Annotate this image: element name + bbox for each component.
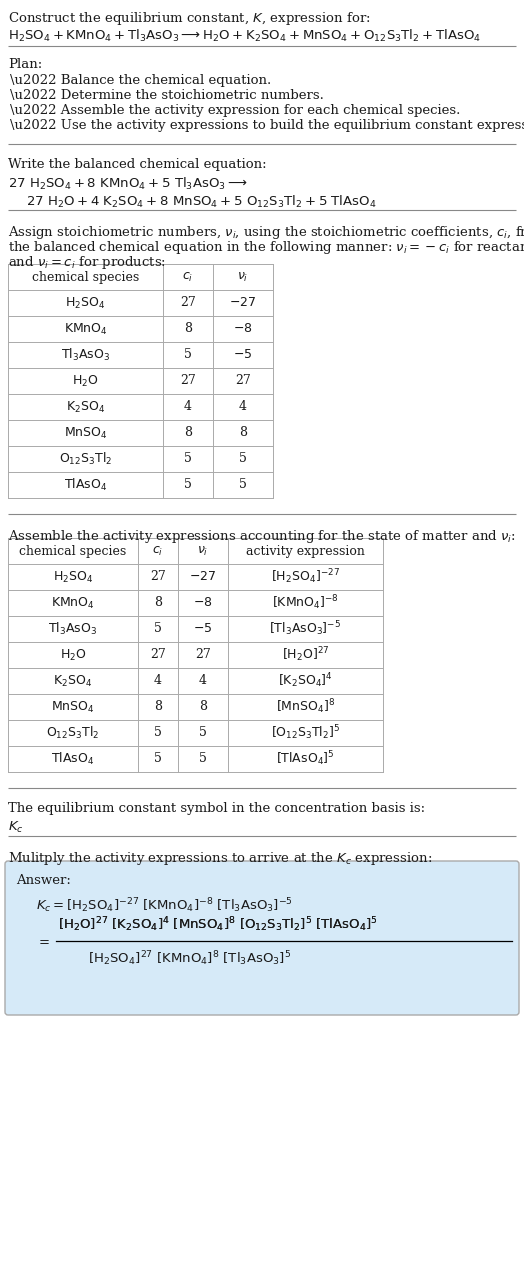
Text: $\mathrm{27\ H_2SO_4 + 8\ KMnO_4 + 5\ Tl_3AsO_3 \longrightarrow}$: $\mathrm{27\ H_2SO_4 + 8\ KMnO_4 + 5\ Tl…	[8, 176, 248, 192]
Text: 5: 5	[154, 623, 162, 636]
Text: $-27$: $-27$	[230, 297, 257, 310]
Text: $[\mathrm{TlAsO_4}]^{5}$: $[\mathrm{TlAsO_4}]^{5}$	[276, 750, 335, 768]
Text: $\mathrm{H_2O}$: $\mathrm{H_2O}$	[60, 647, 86, 662]
Text: the balanced chemical equation in the following manner: $\nu_i = -c_i$ for react: the balanced chemical equation in the fo…	[8, 239, 524, 256]
Text: $-27$: $-27$	[189, 571, 216, 584]
Text: 8: 8	[184, 426, 192, 439]
Text: $\mathrm{MnSO_4}$: $\mathrm{MnSO_4}$	[64, 425, 107, 440]
Text: $-8$: $-8$	[233, 322, 253, 335]
Text: 4: 4	[154, 675, 162, 688]
Text: Assemble the activity expressions accounting for the state of matter and $\nu_i$: Assemble the activity expressions accoun…	[8, 528, 516, 544]
Text: $\mathrm{KMnO_4}$: $\mathrm{KMnO_4}$	[63, 321, 107, 336]
Text: $\mathrm{Tl_3AsO_3}$: $\mathrm{Tl_3AsO_3}$	[61, 346, 110, 363]
Text: 5: 5	[154, 726, 162, 740]
Text: \u2022 Use the activity expressions to build the equilibrium constant expression: \u2022 Use the activity expressions to b…	[10, 119, 524, 132]
Text: 5: 5	[184, 349, 192, 362]
Text: $-8$: $-8$	[193, 596, 213, 609]
Text: $K_c$: $K_c$	[8, 820, 24, 835]
Text: $\mathrm{H_2SO_4 + KMnO_4 + Tl_3AsO_3 \longrightarrow H_2O + K_2SO_4 + MnSO_4 + : $\mathrm{H_2SO_4 + KMnO_4 + Tl_3AsO_3 \l…	[8, 28, 481, 44]
Text: $-5$: $-5$	[193, 623, 213, 636]
Text: $-5$: $-5$	[233, 349, 253, 362]
Text: $\mathrm{KMnO_4}$: $\mathrm{KMnO_4}$	[51, 595, 95, 610]
Text: $[\mathrm{H_2O}]^{27}\ [\mathrm{K_2SO_4}]^{4}\ [\mathrm{MnSO_4}]^{8}\ [\mathrm{O: $[\mathrm{H_2O}]^{27}\ [\mathrm{K_2SO_4}…	[58, 916, 378, 934]
Text: 27: 27	[180, 374, 196, 387]
Text: 5: 5	[239, 453, 247, 466]
Text: 27: 27	[150, 571, 166, 584]
Text: 8: 8	[199, 700, 207, 713]
Text: Mulitply the activity expressions to arrive at the $K_c$ expression:: Mulitply the activity expressions to arr…	[8, 850, 432, 867]
Text: $[\mathrm{Tl_3AsO_3}]^{-5}$: $[\mathrm{Tl_3AsO_3}]^{-5}$	[269, 619, 342, 638]
Text: Plan:: Plan:	[8, 58, 42, 71]
Text: \u2022 Assemble the activity expression for each chemical species.: \u2022 Assemble the activity expression …	[10, 104, 461, 117]
Text: $\mathrm{MnSO_4}$: $\mathrm{MnSO_4}$	[51, 699, 95, 714]
Text: Construct the equilibrium constant, $K$, expression for:: Construct the equilibrium constant, $K$,…	[8, 10, 370, 27]
Text: $\nu_i$: $\nu_i$	[198, 544, 209, 557]
Text: 5: 5	[184, 478, 192, 491]
Text: 4: 4	[199, 675, 207, 688]
Text: $[\mathrm{H_2O}]^{27}\ [\mathrm{K_2SO_4}]^{4}\ [\mathrm{MnSO_4}]^{8}\ [\mathrm{O: $[\mathrm{H_2O}]^{27}\ [\mathrm{K_2SO_4}…	[58, 915, 378, 934]
Text: $[\mathrm{H_2SO_4}]^{-27}$: $[\mathrm{H_2SO_4}]^{-27}$	[271, 567, 340, 586]
Text: 4: 4	[184, 401, 192, 414]
Text: $\mathrm{27\ H_2O + 4\ K_2SO_4 + 8\ MnSO_4 + 5\ O_{12}S_3Tl_2 + 5\ TlAsO_4}$: $\mathrm{27\ H_2O + 4\ K_2SO_4 + 8\ MnSO…	[26, 194, 377, 211]
Text: 5: 5	[199, 726, 207, 740]
Text: Assign stoichiometric numbers, $\nu_i$, using the stoichiometric coefficients, $: Assign stoichiometric numbers, $\nu_i$, …	[8, 225, 524, 241]
Text: $[\mathrm{KMnO_4}]^{-8}$: $[\mathrm{KMnO_4}]^{-8}$	[272, 594, 339, 613]
Text: 4: 4	[239, 401, 247, 414]
Text: $\mathrm{K_2SO_4}$: $\mathrm{K_2SO_4}$	[66, 400, 105, 415]
Text: 27: 27	[235, 374, 251, 387]
Text: $[\mathrm{K_2SO_4}]^{4}$: $[\mathrm{K_2SO_4}]^{4}$	[278, 671, 333, 690]
Text: 5: 5	[184, 453, 192, 466]
Text: $c_i$: $c_i$	[152, 544, 163, 557]
Text: chemical species: chemical species	[19, 544, 127, 557]
Text: 27: 27	[195, 648, 211, 661]
Text: $[\mathrm{H_2SO_4}]^{27}\ [\mathrm{KMnO_4}]^{8}\ [\mathrm{Tl_3AsO_3}]^{5}$: $[\mathrm{H_2SO_4}]^{27}\ [\mathrm{KMnO_…	[88, 949, 291, 968]
Text: 27: 27	[180, 297, 196, 310]
Text: Write the balanced chemical equation:: Write the balanced chemical equation:	[8, 159, 267, 171]
Text: $[\mathrm{H_2O}]^{27}$: $[\mathrm{H_2O}]^{27}$	[282, 646, 329, 665]
Text: $\mathrm{TlAsO_4}$: $\mathrm{TlAsO_4}$	[51, 751, 94, 766]
Text: $\nu_i$: $\nu_i$	[237, 270, 249, 283]
Text: \u2022 Determine the stoichiometric numbers.: \u2022 Determine the stoichiometric numb…	[10, 89, 324, 102]
FancyBboxPatch shape	[5, 860, 519, 1015]
Text: $\mathrm{Tl_3AsO_3}$: $\mathrm{Tl_3AsO_3}$	[49, 621, 97, 637]
Text: $\mathrm{TlAsO_4}$: $\mathrm{TlAsO_4}$	[64, 477, 107, 494]
Text: $[\mathrm{MnSO_4}]^{8}$: $[\mathrm{MnSO_4}]^{8}$	[276, 698, 335, 716]
Text: 8: 8	[154, 596, 162, 609]
Text: 8: 8	[184, 322, 192, 335]
Text: \u2022 Balance the chemical equation.: \u2022 Balance the chemical equation.	[10, 74, 271, 88]
Text: The equilibrium constant symbol in the concentration basis is:: The equilibrium constant symbol in the c…	[8, 802, 425, 815]
Text: activity expression: activity expression	[246, 544, 365, 557]
Text: $\mathrm{O_{12}S_3Tl_2}$: $\mathrm{O_{12}S_3Tl_2}$	[59, 450, 112, 467]
Text: $\mathrm{K_2SO_4}$: $\mathrm{K_2SO_4}$	[53, 674, 93, 689]
Text: Answer:: Answer:	[16, 874, 71, 887]
Text: $[\mathrm{O_{12}S_3Tl_2}]^{5}$: $[\mathrm{O_{12}S_3Tl_2}]^{5}$	[271, 723, 340, 742]
Text: 27: 27	[150, 648, 166, 661]
Text: $K_c = [\mathrm{H_2SO_4}]^{-27}\ [\mathrm{KMnO_4}]^{-8}\ [\mathrm{Tl_3AsO_3}]^{-: $K_c = [\mathrm{H_2SO_4}]^{-27}\ [\mathr…	[36, 896, 293, 915]
Text: 5: 5	[154, 753, 162, 765]
Text: $\mathrm{H_2SO_4}$: $\mathrm{H_2SO_4}$	[66, 296, 106, 311]
Text: and $\nu_i = c_i$ for products:: and $\nu_i = c_i$ for products:	[8, 254, 166, 272]
Text: $c_i$: $c_i$	[182, 270, 194, 283]
Text: chemical species: chemical species	[32, 270, 139, 283]
Text: 5: 5	[199, 753, 207, 765]
Text: 5: 5	[239, 478, 247, 491]
Text: $\mathrm{H_2SO_4}$: $\mathrm{H_2SO_4}$	[53, 570, 93, 585]
Text: $\mathrm{H_2O}$: $\mathrm{H_2O}$	[72, 373, 99, 388]
Text: $=$: $=$	[36, 934, 50, 948]
Text: 8: 8	[154, 700, 162, 713]
Text: $\mathrm{O_{12}S_3Tl_2}$: $\mathrm{O_{12}S_3Tl_2}$	[46, 725, 100, 741]
Text: 8: 8	[239, 426, 247, 439]
